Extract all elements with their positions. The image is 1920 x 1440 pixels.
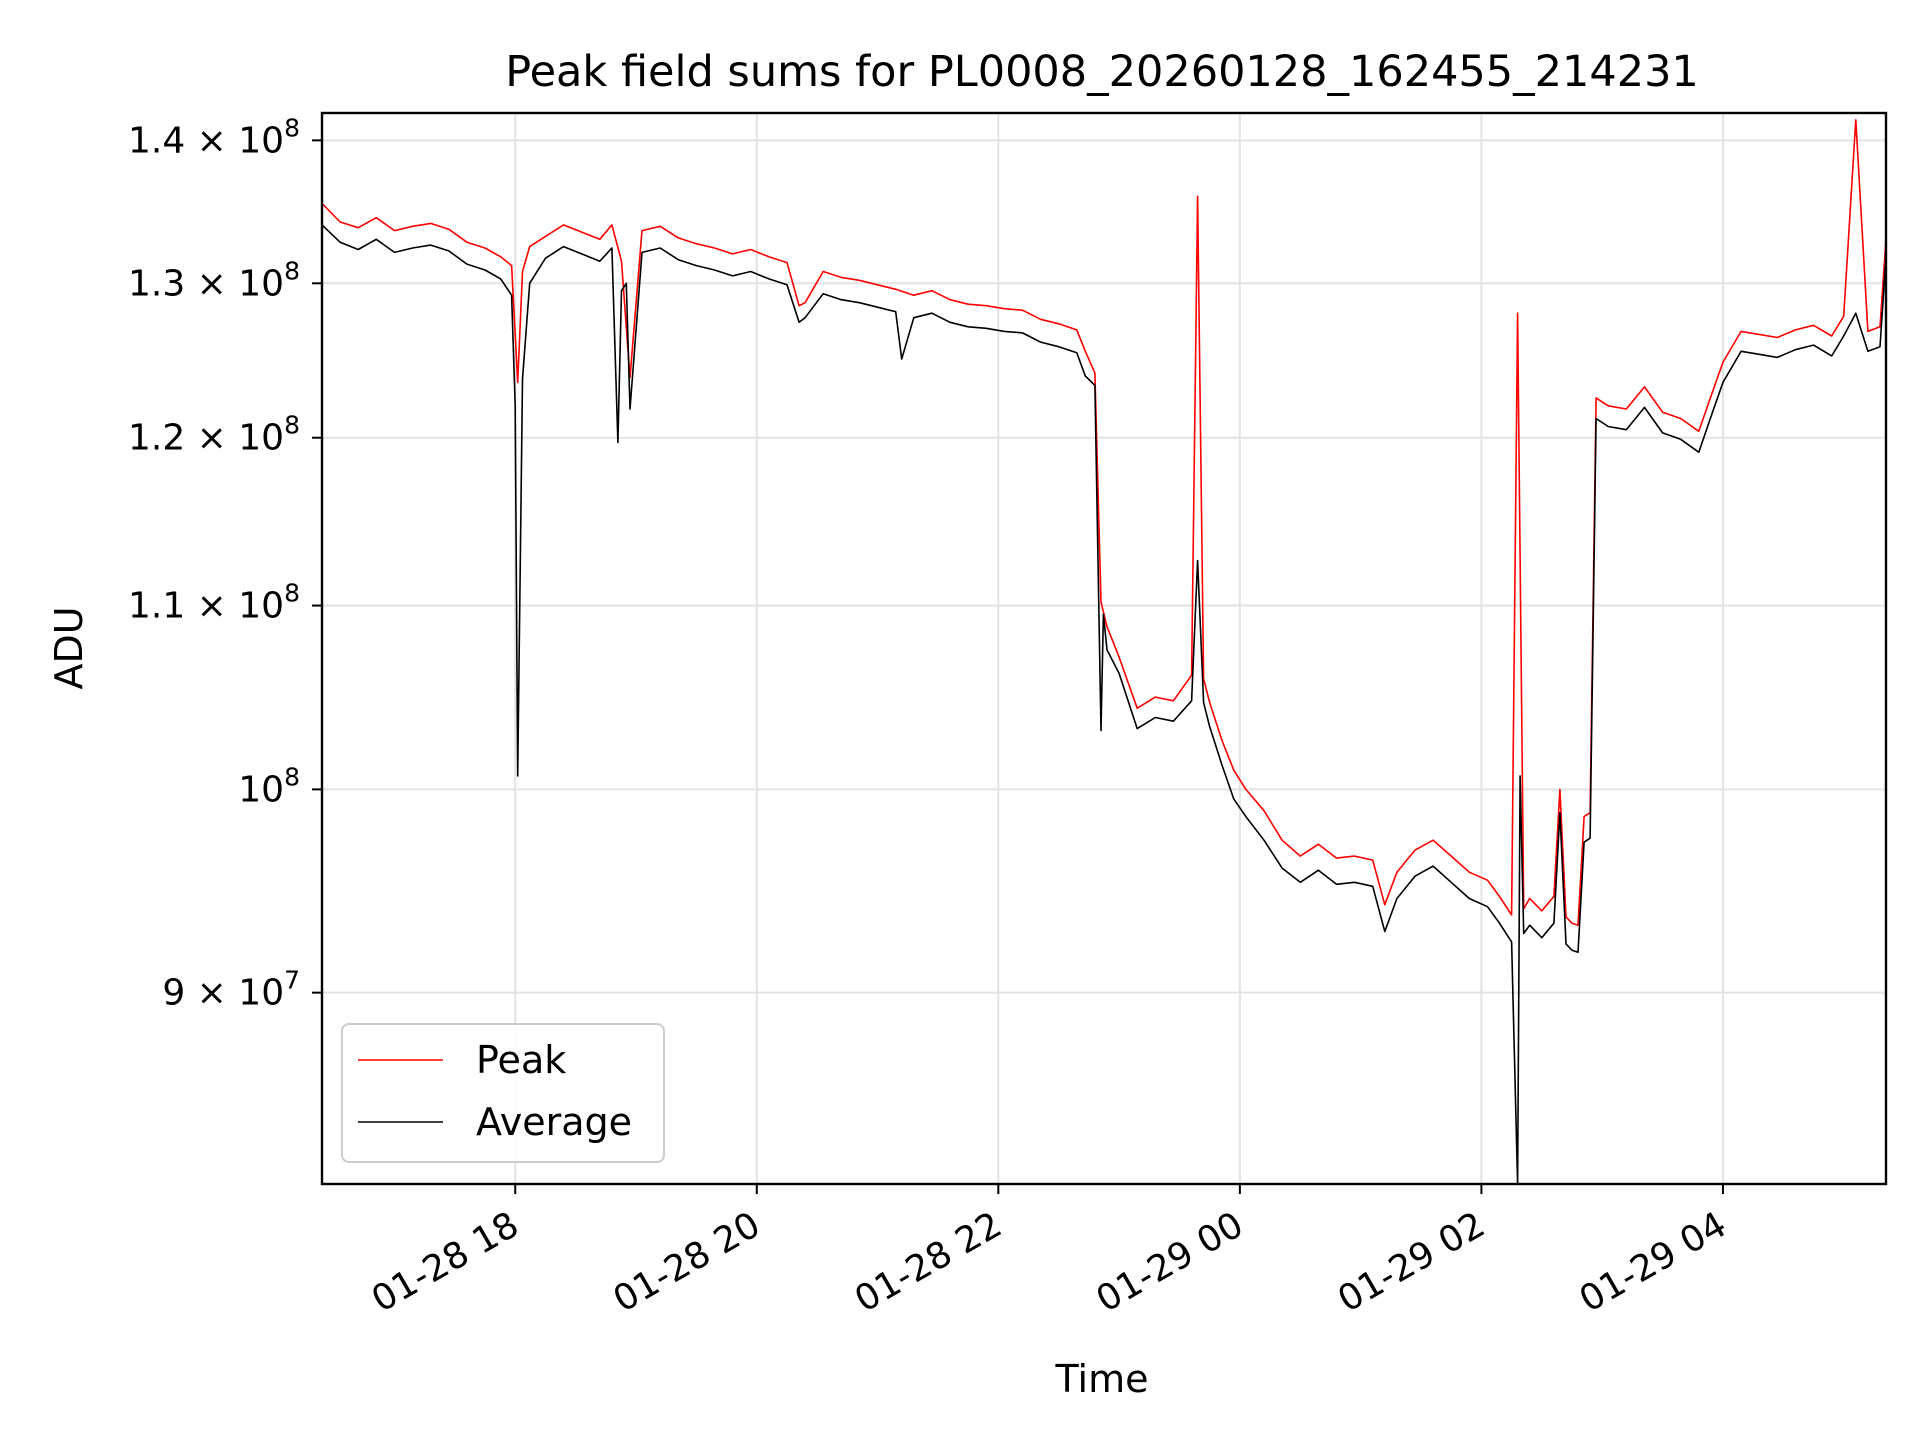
legend-box — [341, 1023, 665, 1163]
y-tick-exponent: 8 — [284, 113, 300, 142]
y-tick-label: 1.3 × 108 — [128, 256, 300, 304]
y-axis-label: ADU — [47, 606, 91, 689]
y-tick-exponent: 7 — [284, 966, 300, 995]
legend-label-peak: Peak — [476, 1038, 566, 1082]
y-tick-exponent: 8 — [284, 256, 300, 285]
y-tick-mantissa: 1.3 × 10 — [128, 263, 284, 304]
grid — [322, 113, 1886, 1184]
plot-frame — [320, 111, 1888, 1186]
legend: Peak Average — [341, 1023, 665, 1163]
y-tick-mantissa: 10 — [238, 769, 284, 810]
y-tick-label: 9 × 107 — [162, 966, 300, 1014]
series-line-peak — [322, 119, 1886, 927]
y-tick-label: 1.1 × 108 — [128, 579, 300, 627]
y-tick-mantissa: 1.2 × 10 — [128, 418, 284, 459]
y-tick-mantissa: 1.4 × 10 — [128, 120, 284, 161]
y-tick-mantissa: 9 × 10 — [162, 973, 284, 1014]
y-tick-exponent: 8 — [284, 411, 300, 440]
x-axis-label: Time — [1055, 1357, 1149, 1401]
chart-title: Peak field sums for PL0008_20260128_1624… — [505, 47, 1699, 97]
y-tick-exponent: 8 — [284, 579, 300, 608]
y-tick-label: 1.4 × 108 — [128, 113, 300, 161]
series-group — [322, 119, 1886, 1184]
legend-label-average: Average — [476, 1100, 632, 1144]
y-tick-mantissa: 1.1 × 10 — [128, 586, 284, 627]
y-tick-exponent: 8 — [284, 762, 300, 791]
y-tick-label: 108 — [238, 762, 300, 810]
y-tick-label: 1.2 × 108 — [128, 411, 300, 459]
series-line-average — [322, 224, 1886, 1184]
